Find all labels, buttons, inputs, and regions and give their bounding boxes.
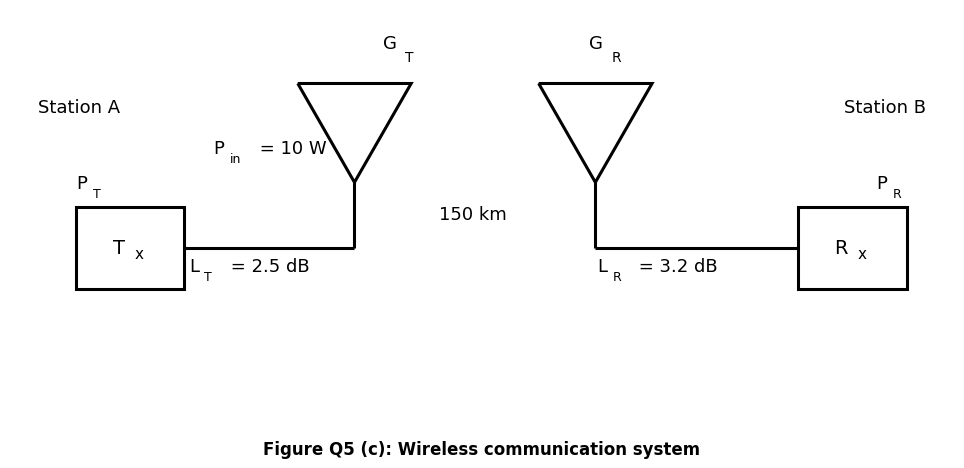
Text: x: x xyxy=(135,247,144,262)
Bar xyxy=(76,207,184,289)
Text: 150 km: 150 km xyxy=(439,206,506,224)
Text: G: G xyxy=(589,35,602,52)
Text: P: P xyxy=(76,176,87,193)
Text: Figure Q5 (c): Wireless communication system: Figure Q5 (c): Wireless communication sy… xyxy=(263,441,701,459)
Text: = 3.2 dB: = 3.2 dB xyxy=(633,258,718,276)
Text: G: G xyxy=(383,35,396,52)
Text: x: x xyxy=(858,247,867,262)
Text: P: P xyxy=(876,176,887,193)
Text: = 10 W: = 10 W xyxy=(254,140,327,158)
Text: R: R xyxy=(611,51,621,65)
Text: in: in xyxy=(229,153,241,166)
Text: T: T xyxy=(114,239,125,258)
Bar xyxy=(798,207,907,289)
Text: R: R xyxy=(612,271,621,284)
Text: L: L xyxy=(598,258,607,276)
Text: R: R xyxy=(893,188,901,201)
Text: T: T xyxy=(204,271,212,284)
Text: T: T xyxy=(406,51,414,65)
Text: Station B: Station B xyxy=(844,99,926,117)
Text: = 2.5 dB: = 2.5 dB xyxy=(225,258,309,276)
Text: R: R xyxy=(835,239,848,258)
Text: L: L xyxy=(189,258,200,276)
Text: T: T xyxy=(93,188,100,201)
Text: Station A: Station A xyxy=(38,99,120,117)
Text: P: P xyxy=(213,140,224,158)
